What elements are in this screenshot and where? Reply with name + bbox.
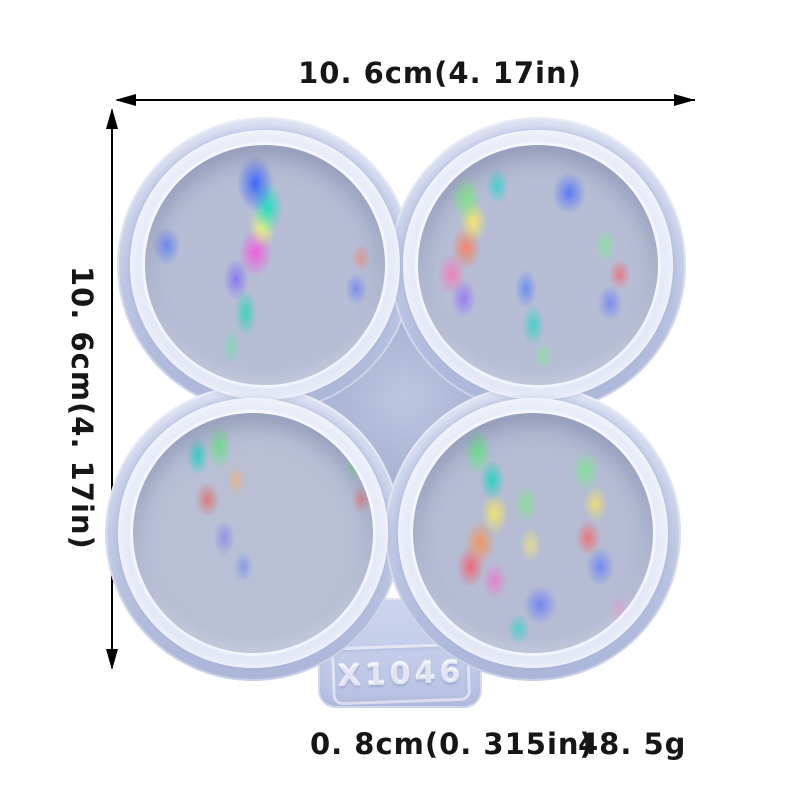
mold-code-emboss: X1046	[337, 654, 465, 694]
width-dimension-arrow	[117, 99, 695, 101]
thickness-dimension-label: 0. 8cm(0. 315in)	[310, 727, 594, 761]
holographic-cavity-bottom-left	[133, 413, 373, 653]
height-dimension-arrow	[111, 110, 113, 668]
arrowhead-down-icon	[106, 649, 118, 670]
weight-label: 48. 5g	[578, 727, 687, 761]
holographic-cavity-top-right	[418, 145, 658, 385]
holographic-cavity-top-left	[145, 145, 385, 385]
arrowhead-left-icon	[115, 94, 136, 106]
holographic-cavity-bottom-right	[413, 413, 653, 653]
arrowhead-right-icon	[674, 94, 695, 106]
arrowhead-up-icon	[106, 108, 118, 129]
width-dimension-label: 10. 6cm(4. 17in)	[298, 56, 582, 90]
